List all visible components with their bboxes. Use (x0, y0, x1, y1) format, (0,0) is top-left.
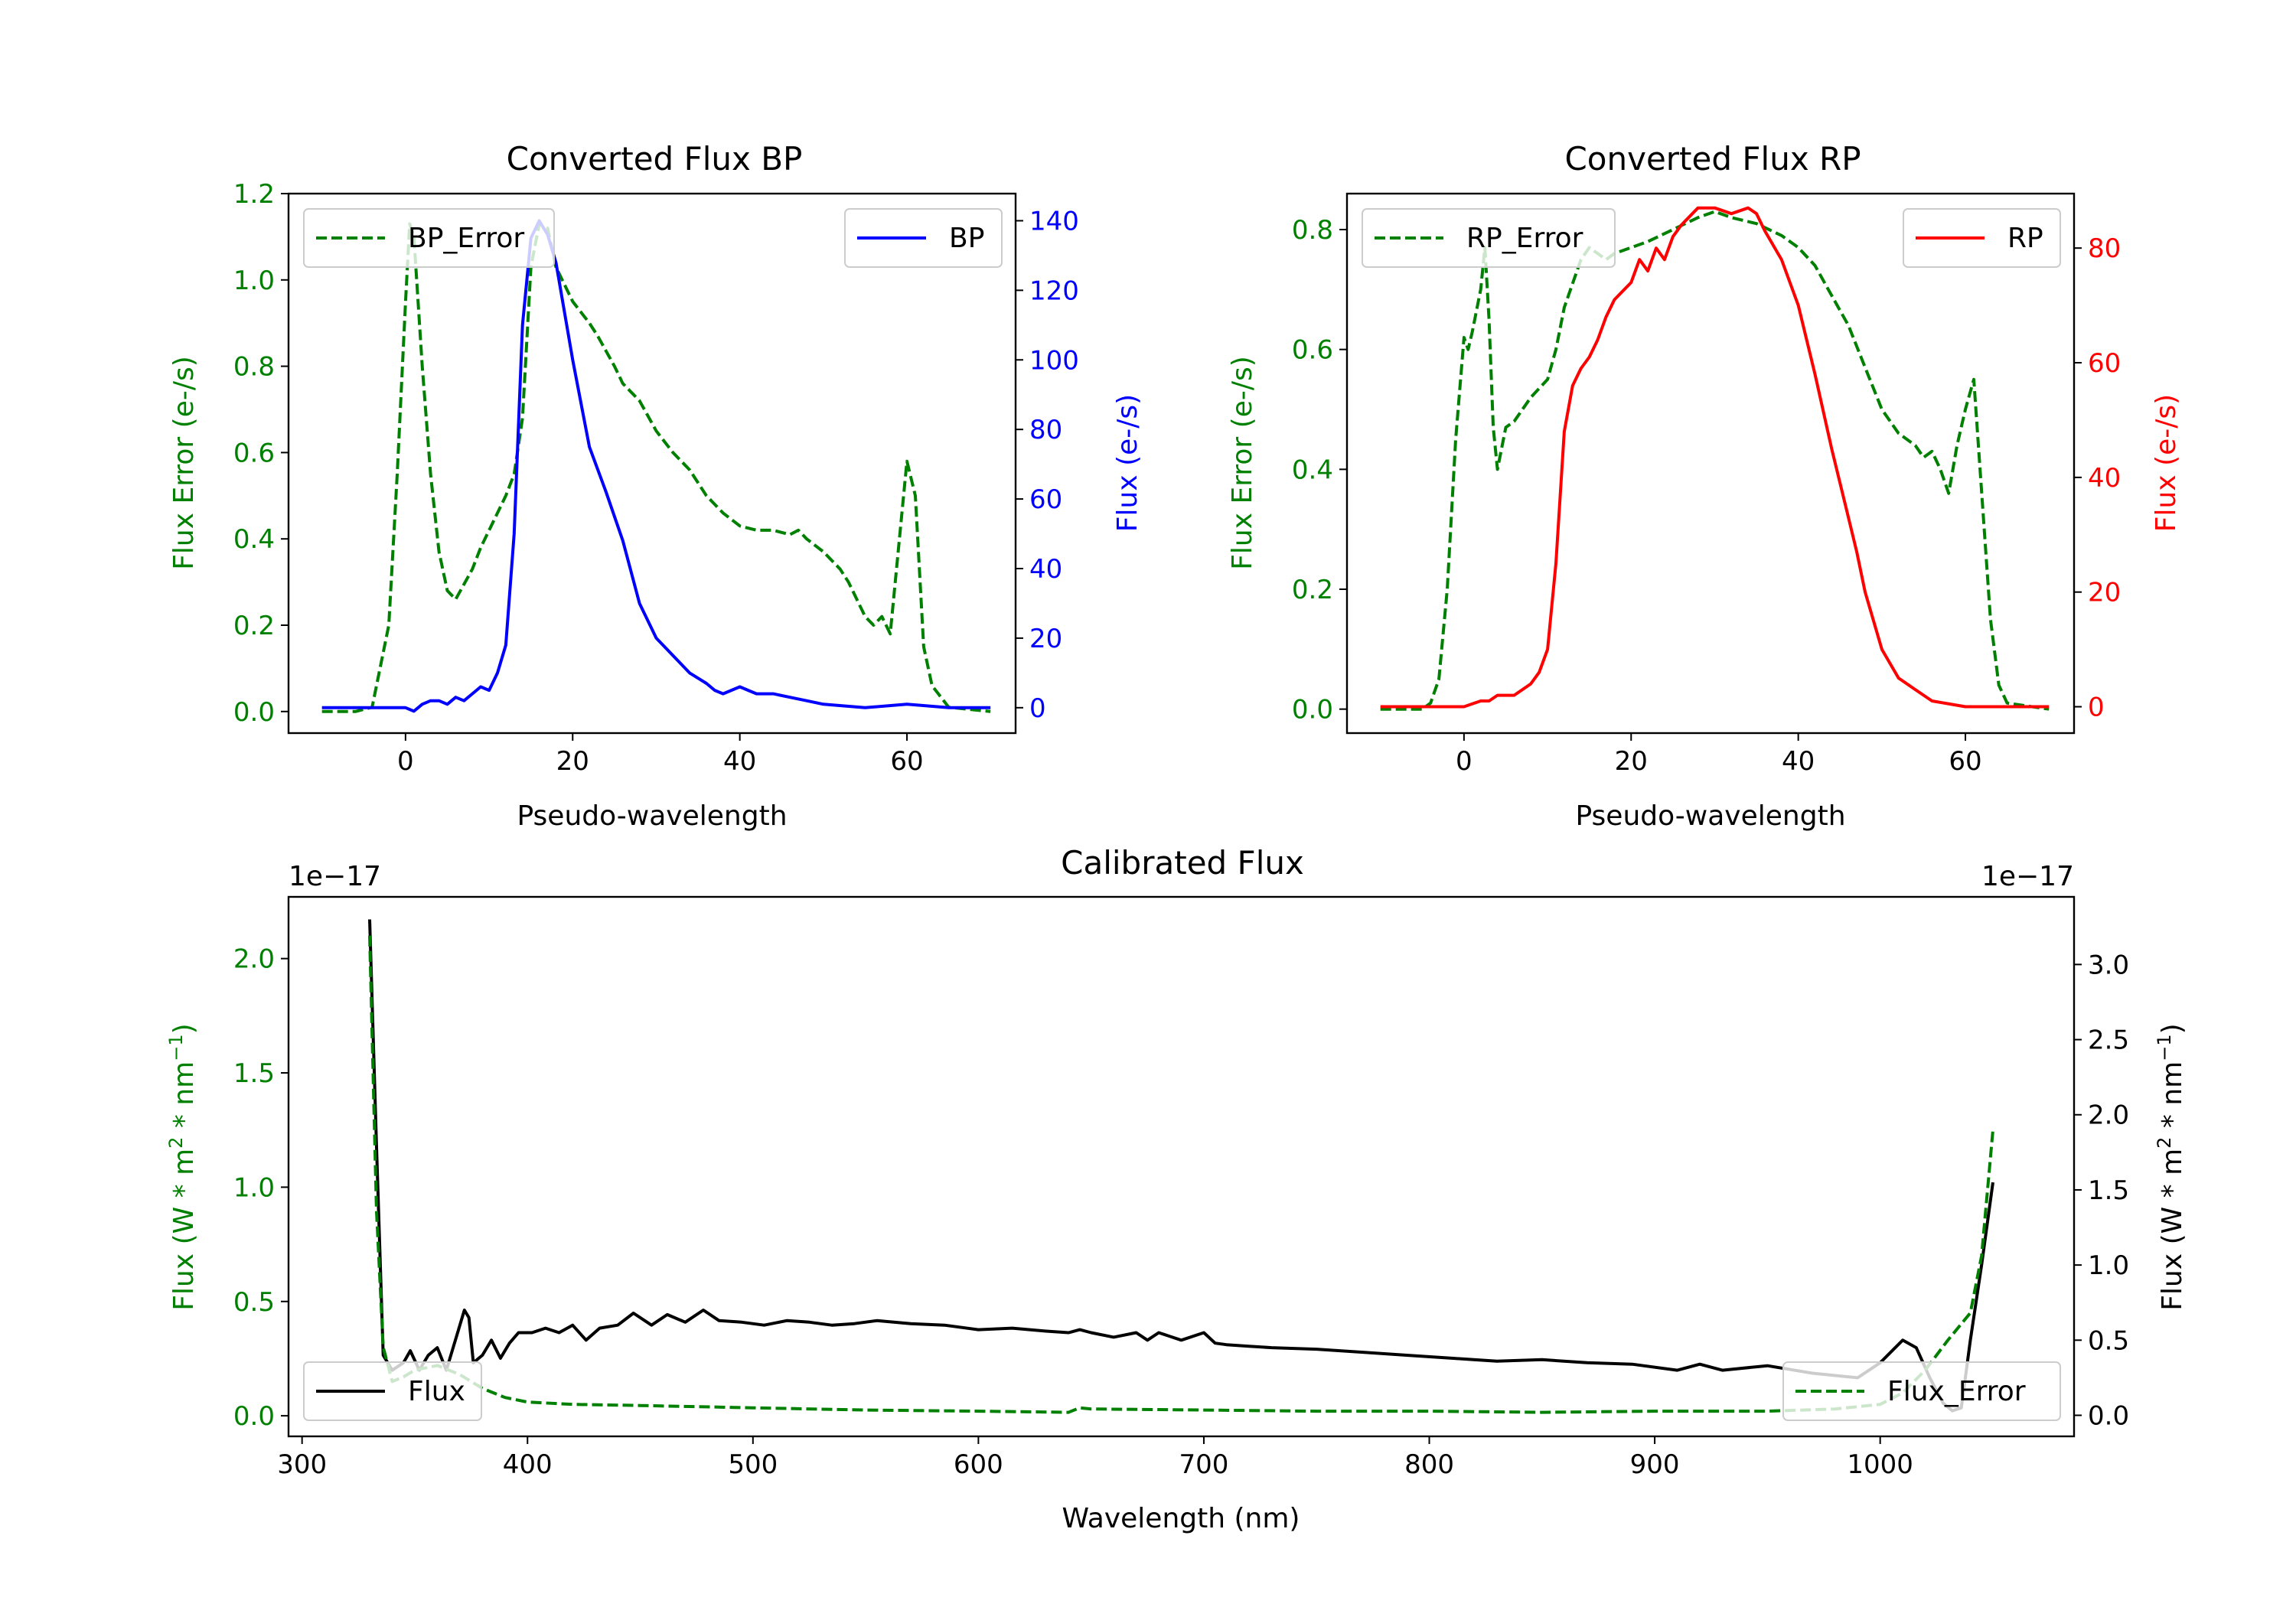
y-tick-label-left: 1.5 (233, 1058, 275, 1089)
y-tick-label-right: 20 (1029, 624, 1062, 654)
y-axis-label-left: Flux Error (e-/s) (1227, 356, 1258, 570)
legend-left: Flux (303, 1361, 482, 1421)
y-tick-label-left: 0.6 (233, 438, 275, 468)
y-tick-label-right: 120 (1029, 275, 1079, 306)
legend-left: RP_Error (1362, 208, 1616, 268)
legend-label-bp-error: BP_Error (408, 223, 524, 254)
calibrated-flux-chart: Calibrated Flux 300 400 500 600 700 800 900 100… (165, 844, 2188, 1534)
y-tick-label-left: 0.4 (1292, 455, 1333, 485)
y-tick-label-left: 0.5 (233, 1287, 275, 1318)
y-tick-label-right: 40 (1029, 554, 1062, 585)
y-tick-label-left: 1.0 (233, 1172, 275, 1203)
y-tick-label-right: 3.0 (2088, 950, 2129, 980)
chart-title: Converted Flux RP (1564, 140, 1861, 178)
chart-title: Calibrated Flux (1061, 844, 1304, 882)
x-tick-label: 800 (1404, 1449, 1454, 1480)
y-tick-label-right: 40 (2088, 463, 2121, 494)
y-tick-label-left: 1.2 (233, 179, 275, 210)
y-tick-label-right: 0.0 (2088, 1401, 2129, 1432)
y-tick-label-left: 0.2 (1292, 575, 1333, 605)
rp-chart: Converted Flux RP 0 20 40 60 0.0 0.2 0.4 0.6 0.8… (1227, 140, 2182, 832)
y-tick-label-right: 0.5 (2088, 1325, 2129, 1356)
x-tick-label: 60 (1949, 746, 1981, 777)
series-line-bp (321, 219, 991, 713)
y-tick-label-right: 2.5 (2088, 1025, 2129, 1056)
chart-title: Converted Flux BP (507, 140, 803, 178)
x-tick-label: 1000 (1847, 1449, 1913, 1480)
x-tick-label: 600 (954, 1449, 1003, 1480)
x-tick-label: 40 (1782, 746, 1815, 777)
x-tick-label: 40 (723, 746, 756, 777)
y-tick-label-left: 0.0 (1292, 695, 1333, 725)
y-tick-label-left: 0.8 (233, 352, 275, 383)
plot-frame (287, 192, 1017, 735)
x-axis-label: Pseudo-wavelength (1575, 800, 1845, 832)
y-tick-label-right: 1.5 (2088, 1175, 2129, 1206)
legend-box (303, 1361, 482, 1421)
x-tick-label: 60 (890, 746, 923, 777)
y-tick-label-left: 2.0 (233, 944, 275, 975)
legend-right: RP (1903, 208, 2061, 268)
plot-area: 300 400 500 600 700 800 900 1000 0.0 0.5 1.0 1.5 2.0… (233, 919, 2129, 1480)
y-tick-label-right: 80 (1029, 415, 1062, 445)
x-tick-label: 500 (728, 1449, 778, 1480)
legend-right: BP (844, 208, 1003, 268)
y-tick-label-right: 80 (2088, 233, 2121, 264)
y-tick-label-right: 100 (1029, 345, 1079, 376)
y-axis-label-right: Flux (W * m2 * nm−1) (2154, 1023, 2188, 1310)
x-axis-label: Wavelength (nm) (1062, 1503, 1300, 1534)
series-line-rp (1380, 206, 2050, 709)
y-tick-label-left: 0.6 (1292, 335, 1333, 366)
series-line-rp-error (1380, 210, 2050, 711)
offset-text-left: 1e−17 (289, 861, 381, 892)
legend-label-flux-error: Flux_Error (1887, 1376, 2026, 1407)
y-tick-label-left: 0.2 (233, 611, 275, 641)
y-tick-label-right: 0 (1029, 693, 1046, 724)
legend-label-rp: RP (2007, 223, 2043, 254)
y-tick-label-right: 2.0 (2088, 1100, 2129, 1131)
legend-box (1362, 208, 1616, 268)
y-axis-label-left: Flux Error (e-/s) (168, 356, 200, 570)
offset-text-right: 1e−17 (1981, 861, 2074, 892)
y-tick-label-right: 0 (2088, 693, 2105, 723)
plot-frame (287, 895, 2076, 1438)
plot-area: 0 20 40 60 0.0 0.2 0.4 0.6 0.8 1.0 1.2 0 20 40 60 80 100… (233, 179, 1079, 777)
x-tick-label: 0 (397, 746, 414, 777)
legend-right: Flux_Error (1782, 1361, 2061, 1421)
y-tick-label-left: 0.0 (233, 697, 275, 728)
legend-box (1782, 1361, 2061, 1421)
x-tick-label: 400 (503, 1449, 553, 1480)
series-line-bp-error (321, 222, 991, 713)
y-axis-label-left: Flux (W * m2 * nm−1) (165, 1023, 200, 1310)
y-tick-label-left: 1.0 (233, 266, 275, 296)
y-tick-label-right: 140 (1029, 206, 1079, 236)
x-tick-label: 700 (1179, 1449, 1229, 1480)
x-tick-label: 20 (1615, 746, 1648, 777)
y-tick-label-left: 0.4 (233, 524, 275, 555)
legend-label-flux: Flux (408, 1376, 465, 1407)
x-tick-label: 20 (556, 746, 589, 777)
y-axis-label-right: Flux (e-/s) (2151, 394, 2182, 532)
x-tick-label: 0 (1456, 746, 1473, 777)
legend-left: BP_Error (303, 208, 555, 268)
series-line-flux (368, 919, 1994, 1413)
x-tick-label: 900 (1630, 1449, 1680, 1480)
y-tick-label-right: 20 (2088, 578, 2121, 608)
x-tick-label: 300 (277, 1449, 327, 1480)
y-axis-label-right: Flux (e-/s) (1112, 394, 1143, 532)
plot-frame (1345, 192, 2076, 735)
y-tick-label-right: 60 (2088, 348, 2121, 379)
y-tick-label-left: 0.8 (1292, 215, 1333, 246)
plot-area: 0 20 40 60 0.0 0.2 0.4 0.6 0.8 0 20 40 60 80 (1292, 206, 2121, 777)
legend-label-bp: BP (949, 223, 984, 254)
legend-box (303, 208, 555, 268)
y-tick-label-left: 0.0 (233, 1401, 275, 1432)
bp-chart: Converted Flux BP 0 20 40 60 0.0 0.2 0.4 0.6 0.8… (168, 140, 1143, 832)
y-tick-label-right: 60 (1029, 484, 1062, 515)
legend-label-rp-error: RP_Error (1466, 223, 1583, 254)
x-axis-label: Pseudo-wavelength (517, 800, 787, 832)
y-tick-label-right: 1.0 (2088, 1250, 2129, 1281)
